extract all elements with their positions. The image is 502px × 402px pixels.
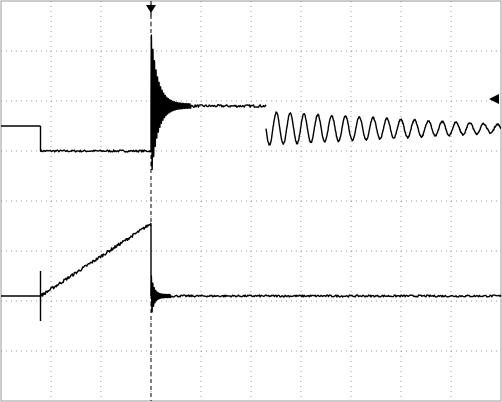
trace-ch1-level: [39, 149, 152, 153]
trace-ch1-oscillation: [265, 111, 502, 146]
markers: [146, 3, 499, 104]
trace-ch1: [1, 34, 502, 171]
trigger-level-arrow: [489, 94, 499, 104]
trace-ch2-level: [170, 294, 502, 298]
trace-ch1-ringing: [150, 34, 192, 171]
trace-ch2: [1, 222, 502, 321]
trace-ch2-ringing: [150, 275, 172, 313]
trace-ch2-ramp: [39, 222, 152, 298]
traces: [1, 34, 502, 321]
trace-ch1-level: [190, 104, 267, 108]
